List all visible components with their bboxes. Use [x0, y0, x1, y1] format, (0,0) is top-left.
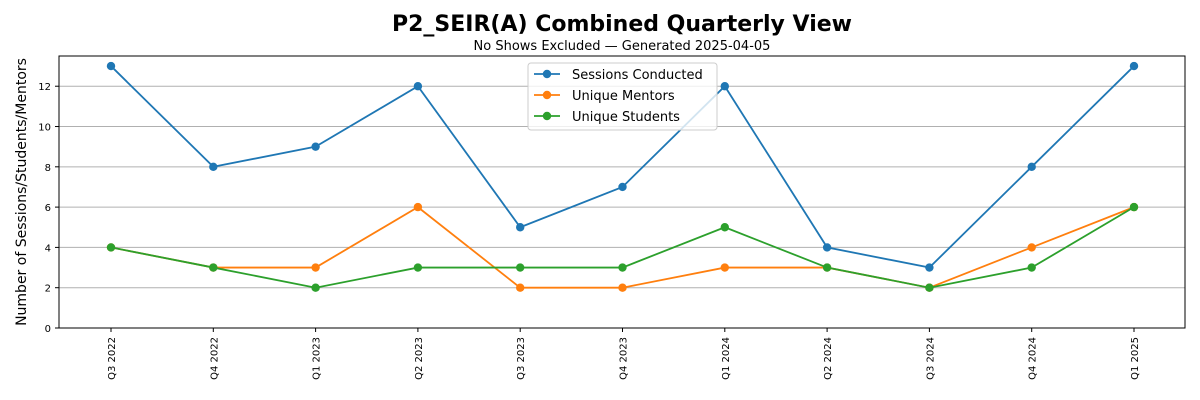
data-point: [516, 263, 525, 272]
y-tick-label: 8: [45, 163, 51, 174]
legend-marker: [542, 111, 552, 121]
data-point: [106, 243, 116, 252]
legend-label: Unique Mentors: [572, 89, 675, 104]
series-unique-students: [106, 202, 1139, 292]
data-point: [618, 182, 627, 192]
data-point: [311, 142, 320, 151]
x-tick-label: Q4 2022: [209, 337, 220, 380]
data-point: [720, 82, 729, 91]
data-point: [618, 263, 627, 272]
x-tick-label: Q3 2023: [516, 337, 527, 380]
y-axis-ticks: 0 2 4 6 8 10 12: [38, 82, 59, 335]
x-tick-label: Q1 2025: [1130, 337, 1141, 380]
x-tick-label: Q1 2024: [721, 337, 732, 380]
x-axis-ticks: Q3 2022 Q4 2022 Q1 2023 Q2 2023 Q3 2023 Q4 20…: [107, 328, 1141, 380]
x-tick-label: Q4 2024: [1028, 337, 1039, 380]
data-point: [516, 223, 525, 232]
data-point: [1129, 61, 1139, 71]
data-point: [1027, 162, 1036, 172]
data-point: [925, 283, 934, 292]
data-point: [413, 82, 423, 91]
x-tick-label: Q2 2023: [414, 337, 425, 380]
data-point: [209, 263, 218, 272]
data-point: [1027, 243, 1036, 252]
data-point: [413, 202, 423, 212]
legend-label: Sessions Conducted: [572, 68, 703, 83]
y-tick-label: 12: [38, 82, 51, 93]
y-tick-label: 0: [45, 324, 51, 335]
x-tick-label: Q3 2024: [925, 337, 936, 380]
data-point: [618, 283, 627, 292]
y-tick-label: 2: [45, 284, 51, 295]
y-tick-label: 6: [45, 203, 51, 214]
legend-box: [527, 62, 718, 131]
y-axis-label: Number of Sessions/Students/Mentors: [14, 58, 30, 326]
data-point: [311, 283, 320, 292]
legend-marker: [542, 69, 552, 79]
data-point: [516, 283, 525, 292]
y-tick-label: 4: [45, 243, 51, 254]
data-point: [720, 263, 729, 272]
data-point: [925, 263, 934, 272]
legend-marker: [542, 90, 552, 100]
data-point: [720, 223, 729, 232]
series-layer: [106, 61, 1139, 292]
x-tick-label: Q3 2022: [107, 337, 118, 380]
series-sessions-conducted: [106, 61, 1139, 272]
data-point: [1129, 202, 1139, 212]
x-tick-label: Q4 2023: [619, 337, 630, 380]
x-tick-label: Q1 2023: [312, 337, 323, 380]
data-point: [822, 263, 832, 272]
data-point: [1027, 263, 1036, 272]
data-point: [311, 263, 320, 272]
data-point: [106, 61, 116, 71]
chart-title: P2_SEIR(A) Combined Quarterly View: [392, 12, 852, 37]
data-point: [413, 263, 423, 272]
data-point: [209, 162, 218, 172]
legend-label: Unique Students: [572, 110, 680, 125]
y-tick-label: 10: [38, 123, 51, 134]
x-tick-label: Q2 2024: [823, 337, 834, 380]
chart-subtitle: No Shows Excluded — Generated 2025-04-05: [474, 39, 771, 54]
data-point: [822, 243, 832, 252]
legend: Sessions Conducted Unique Mentors Unique S…: [527, 62, 718, 131]
